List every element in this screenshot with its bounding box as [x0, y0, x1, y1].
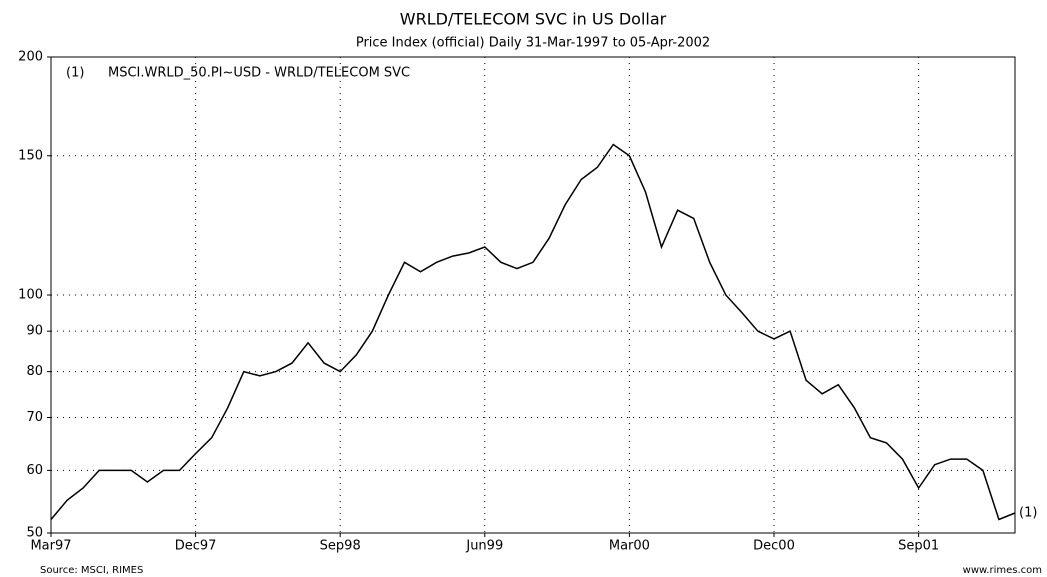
y-tick-label: 200 [18, 50, 43, 65]
series-line [50, 143, 1016, 521]
y-tick-label: 150 [18, 148, 43, 163]
x-tick-label: Dec97 [175, 539, 217, 554]
x-tick-label: Sep01 [898, 539, 939, 554]
y-tick-label: 70 [26, 410, 43, 425]
x-tick-label: Sep98 [320, 539, 361, 554]
credit: www.rimes.com [963, 565, 1042, 576]
x-tick-label: Dec00 [753, 539, 795, 554]
y-tick-label: 90 [26, 324, 43, 339]
x-tick-label: Mar97 [30, 539, 71, 554]
plot-frame [50, 56, 1016, 534]
y-tick-label: 80 [26, 364, 43, 379]
source: Source: MSCI, RIMES [40, 565, 143, 576]
x-tick-label: Jun99 [465, 539, 503, 554]
y-tick-label: 100 [18, 288, 43, 303]
y-tick-label: 60 [26, 463, 43, 478]
chart-title: WRLD/TELECOM SVC in US Dollar [400, 10, 667, 29]
chart-subtitle: Price Index (official) Daily 31-Mar-1997… [356, 36, 710, 51]
y-tick-label: 50 [26, 526, 43, 541]
legend-label: (1) [66, 66, 84, 81]
end-label: (1) [1019, 505, 1037, 520]
x-tick-label: Mar00 [609, 539, 650, 554]
legend-entry: MSCI.WRLD_50.PI~USD - WRLD/TELECOM SVC [108, 66, 410, 81]
